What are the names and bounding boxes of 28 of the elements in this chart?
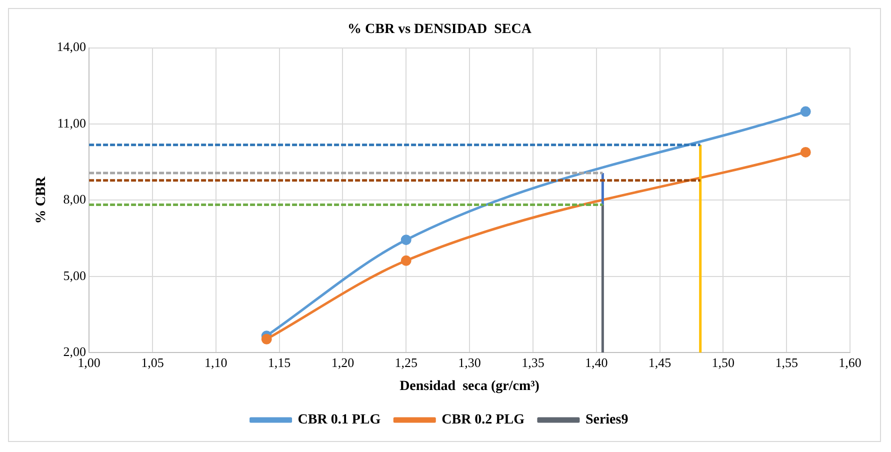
y-tick-label: 14,00 (56, 39, 86, 54)
x-tick-label: 1,25 (394, 354, 418, 370)
x-tick-label: 1,50 (712, 354, 735, 370)
x-tick-label: 1,05 (141, 354, 164, 370)
legend-label: CBR 0.2 PLG (442, 412, 525, 428)
x-tick-label: 1,10 (204, 354, 228, 370)
y-tick-label: 5,00 (63, 268, 86, 283)
x-tick-label: 1,35 (522, 354, 544, 370)
x-axis-title: Densidad seca (gr/cm³) (400, 379, 540, 394)
x-tick-label: 1,60 (838, 354, 862, 370)
y-tick-label: 8,00 (63, 192, 86, 207)
legend-label: CBR 0.1 PLG (298, 412, 381, 428)
x-tick-label: 1,45 (648, 354, 672, 370)
point (800, 146, 811, 158)
point (400, 234, 412, 246)
x-tick-label: 1,40 (584, 354, 608, 370)
y-axis-title: % CBR (34, 176, 50, 224)
y-tick-label: 2,00 (63, 344, 86, 360)
point (800, 106, 811, 117)
chart-title: % CBR vs DENSIDAD SECA (348, 22, 532, 38)
x-tick-label: 1,55 (775, 354, 798, 370)
point (261, 334, 272, 344)
legend-label: Series9 (585, 412, 628, 428)
x-tick-label: 1,15 (268, 354, 291, 370)
point (400, 255, 412, 266)
x-tick-label: 1,30 (458, 354, 481, 370)
y-tick-label: 11,00 (57, 115, 86, 130)
x-tick-label: 1,20 (331, 354, 354, 370)
